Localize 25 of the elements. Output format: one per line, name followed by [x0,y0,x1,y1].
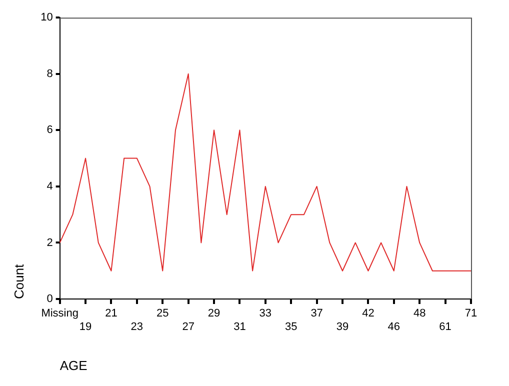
x-tick-label: 35 [284,320,298,333]
x-tick-label: 27 [182,320,194,333]
y-tick-label: 4 [46,180,53,192]
x-tick-label: 19 [79,320,92,333]
y-tick-label: 10 [40,12,53,24]
x-tick-label: 31 [234,320,246,333]
y-axis-title: Count [11,264,26,299]
x-axis-title: AGE [60,358,88,373]
x-tick-label: 61 [439,320,452,333]
x-tick-label: 46 [388,320,400,333]
x-tick-label: Missing [41,308,78,320]
x-tick-label: 21 [105,308,118,320]
x-tick-label: 48 [413,308,426,320]
x-tick-label: 29 [208,308,220,320]
y-tick-label: 2 [46,236,53,249]
y-tick-label: 8 [46,68,53,80]
x-tick-label: 71 [464,308,478,320]
y-tick-label: 6 [46,124,53,136]
x-tick-label: 23 [130,320,144,333]
x-tick-label: 39 [336,320,349,333]
x-tick-label: 42 [362,308,374,320]
y-tick-label: 0 [46,293,53,306]
x-tick-label: 37 [310,308,323,320]
x-tick-label: 33 [259,308,272,320]
x-tick-label: 25 [156,308,169,320]
